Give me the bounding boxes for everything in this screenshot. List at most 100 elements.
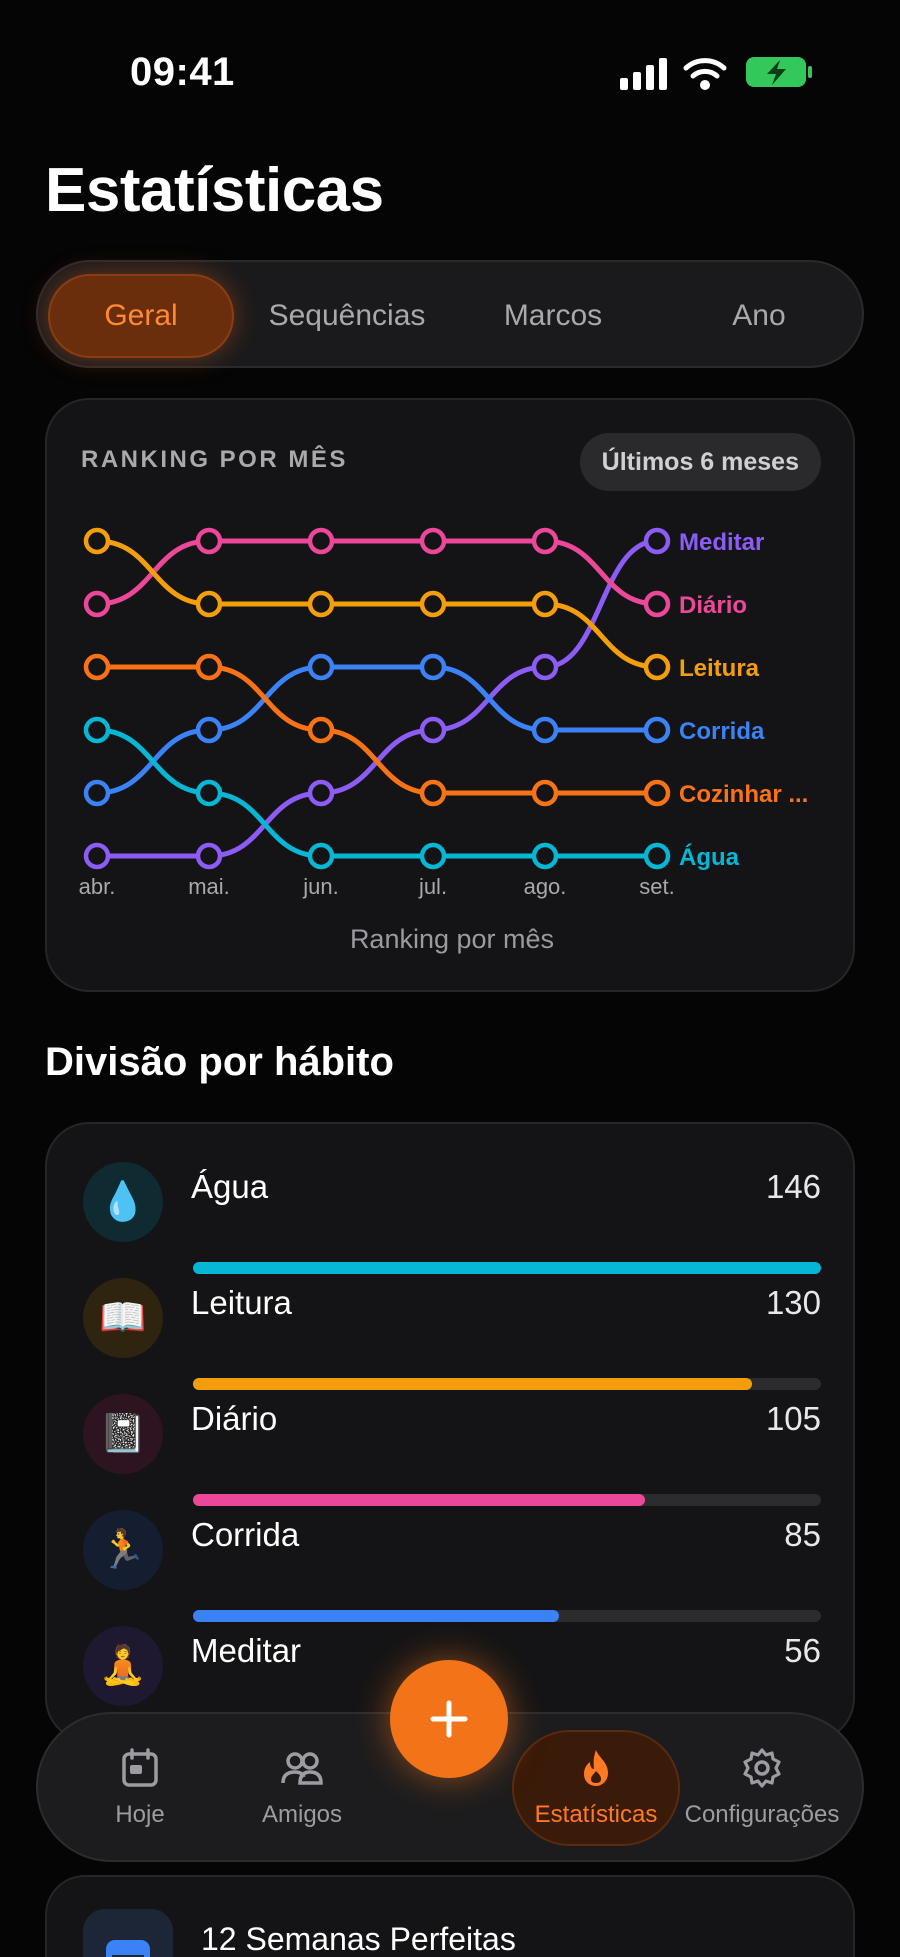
habit-name: Meditar	[191, 1632, 302, 1669]
habit-count: 105	[765, 1400, 821, 1437]
data-point	[307, 779, 335, 807]
habit-icon: 🧘	[83, 1626, 163, 1706]
series-line-3	[94, 664, 660, 796]
data-point	[307, 590, 335, 618]
habit-progress-track	[193, 1378, 821, 1390]
data-point	[195, 716, 223, 744]
tab-label-hoje: Hoje	[115, 1801, 165, 1828]
tab-estatisticas[interactable]: Estatísticas	[512, 1730, 680, 1846]
achievement-card[interactable]: 12 Semanas Perfeitas	[45, 1875, 855, 1957]
gear-icon	[743, 1748, 781, 1788]
cellular-signal-icon	[620, 58, 667, 90]
stats-tab-selector: Geral Sequências Marcos Ano	[36, 260, 864, 368]
data-point	[307, 716, 335, 744]
data-point	[307, 527, 335, 555]
habit-count: 85	[784, 1516, 821, 1553]
x-tick-label: ago.	[524, 874, 567, 899]
people-icon	[281, 1752, 323, 1785]
data-point	[83, 716, 111, 744]
data-point	[531, 716, 559, 744]
series-line-0	[94, 538, 660, 859]
series-label: Água	[679, 843, 740, 871]
habit-row[interactable]: 💧 Água 146	[47, 1162, 857, 1278]
data-point	[419, 590, 447, 618]
data-point	[643, 653, 671, 681]
data-point	[195, 842, 223, 870]
x-tick-label: jun.	[302, 874, 338, 899]
data-point	[195, 779, 223, 807]
data-point	[195, 653, 223, 681]
habit-row[interactable]: 🏃 Corrida 85	[47, 1510, 857, 1626]
data-point	[643, 779, 671, 807]
battery-charging-icon	[746, 57, 812, 87]
period-selector-button[interactable]: Últimos 6 meses	[579, 433, 821, 491]
status-time: 09:41	[130, 50, 235, 94]
data-point	[643, 527, 671, 555]
data-point	[531, 527, 559, 555]
habit-name: Leitura	[191, 1284, 292, 1321]
data-point	[195, 527, 223, 555]
ranking-card: RANKING POR MÊS Últimos 6 meses Meditar D…	[45, 398, 855, 992]
habit-icon: 📓	[83, 1394, 163, 1474]
tab-hoje[interactable]: Hoje	[60, 1714, 220, 1862]
tab-geral[interactable]: Geral	[48, 274, 234, 358]
series-line-2	[94, 538, 660, 670]
tab-label-estatisticas: Estatísticas	[534, 1801, 658, 1828]
ranking-bump-chart: Meditar Diário Leitura Corrida Cozinhar ... Á…	[79, 527, 808, 899]
habit-count: 56	[784, 1632, 821, 1669]
data-point	[531, 653, 559, 681]
data-point	[307, 842, 335, 870]
data-point	[643, 590, 671, 618]
x-tick-label: mai.	[188, 874, 230, 899]
data-point	[419, 653, 447, 681]
tab-marcos[interactable]: Marcos	[503, 299, 603, 332]
ranking-title: RANKING POR MÊS	[81, 446, 348, 473]
plus-icon	[430, 1700, 468, 1738]
data-point	[83, 590, 111, 618]
series-label: Cozinhar ...	[679, 781, 808, 808]
data-point	[83, 779, 111, 807]
habit-count: 146	[765, 1168, 821, 1205]
x-tick-label: jul.	[418, 874, 447, 899]
habit-division-card: 💧 Água 146 📖 Leitura 130 📓 Diário 105 🏃 Corrida 85 🧘…	[45, 1122, 855, 1742]
data-point	[83, 527, 111, 555]
data-point	[531, 590, 559, 618]
tab-label-configuracoes: Configurações	[684, 1801, 840, 1828]
series-label: Meditar	[679, 529, 764, 556]
flame-icon	[584, 1750, 608, 1786]
data-point	[419, 779, 447, 807]
habit-progress-fill	[193, 1494, 645, 1506]
habit-row[interactable]: 📓 Diário 105	[47, 1394, 857, 1510]
habit-name: Diário	[191, 1400, 278, 1437]
data-point	[643, 842, 671, 870]
data-point	[419, 716, 447, 744]
series-line-1	[94, 538, 660, 607]
habit-icon: 📖	[83, 1278, 163, 1358]
habit-icon: 🏃	[83, 1510, 163, 1590]
data-point	[419, 842, 447, 870]
data-point	[83, 842, 111, 870]
tab-sequencias[interactable]: Sequências	[268, 299, 426, 332]
habit-icon: 💧	[83, 1162, 163, 1242]
habit-progress-track	[193, 1610, 821, 1622]
data-point	[419, 527, 447, 555]
series-label: Corrida	[679, 718, 765, 745]
page-title: Estatísticas	[45, 156, 384, 225]
calendar-icon	[122, 1748, 158, 1787]
add-habit-button[interactable]	[390, 1660, 508, 1778]
data-point	[531, 842, 559, 870]
status-bar: 09:41	[0, 0, 900, 140]
chart-caption: Ranking por mês	[349, 924, 555, 954]
tab-label-amigos: Amigos	[261, 1801, 343, 1828]
data-point	[195, 590, 223, 618]
habit-progress-track	[193, 1494, 821, 1506]
achievement-title: 12 Semanas Perfeitas	[201, 1921, 516, 1957]
data-point	[83, 653, 111, 681]
tab-configuracoes[interactable]: Configurações	[682, 1714, 842, 1862]
tab-amigos[interactable]: Amigos	[222, 1714, 382, 1862]
habit-row[interactable]: 📖 Leitura 130	[47, 1278, 857, 1394]
data-point	[531, 779, 559, 807]
habit-progress-fill	[193, 1262, 821, 1274]
habit-progress-fill	[193, 1610, 559, 1622]
tab-ano[interactable]: Ano	[732, 299, 786, 332]
